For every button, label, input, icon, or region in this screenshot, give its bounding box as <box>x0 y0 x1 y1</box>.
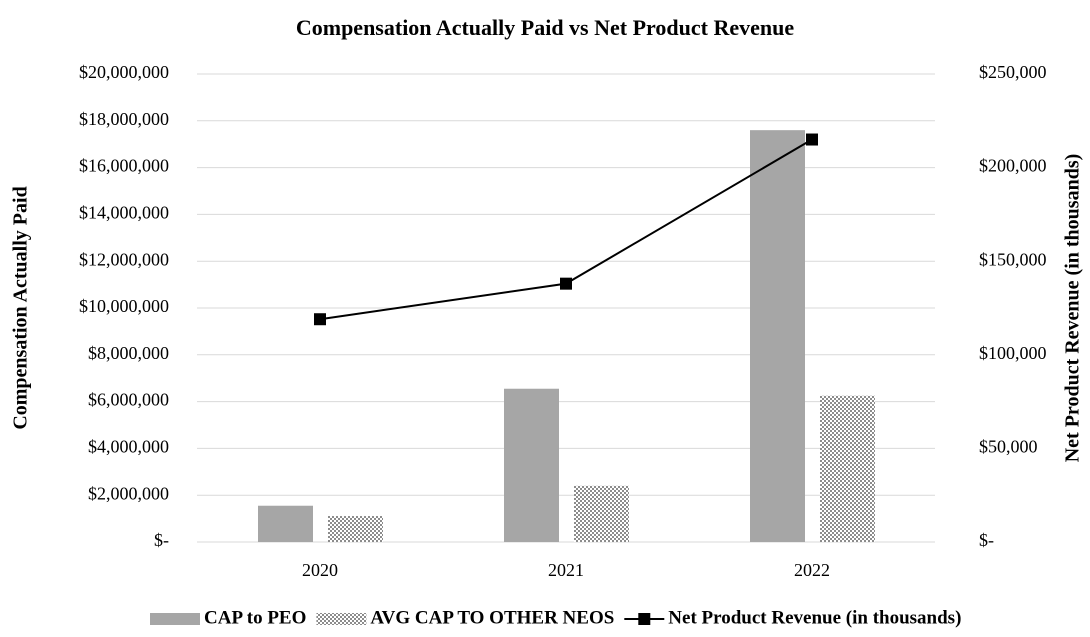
y-tick-label: $6,000,000 <box>88 390 169 410</box>
y-tick-label: $- <box>154 530 169 550</box>
marker <box>314 313 326 326</box>
line <box>319 138 813 321</box>
legend-swatch <box>150 613 200 625</box>
y-tick-label: $2,000,000 <box>88 483 169 503</box>
y-tick-label: $12,000,000 <box>79 249 169 269</box>
y2-tick-label: $150,000 <box>979 249 1047 269</box>
y2-tick-label: $50,000 <box>979 437 1038 457</box>
y2-tick-label: $- <box>979 530 994 550</box>
bar <box>820 395 875 542</box>
bar <box>504 388 559 542</box>
y2-tick-label: $250,000 <box>979 62 1047 82</box>
x-tick-label: 2022 <box>794 560 830 580</box>
y-axis-title: Compensation Actually Paid <box>10 186 32 429</box>
legend-swatch <box>638 613 651 625</box>
y-tick-label: $8,000,000 <box>88 343 169 363</box>
y-tick-label: $14,000,000 <box>79 203 169 223</box>
y2-tick-label: $200,000 <box>979 156 1047 176</box>
bar <box>574 485 629 542</box>
marker <box>806 133 818 146</box>
y-tick-label: $20,000,000 <box>79 62 169 82</box>
y-tick-label: $4,000,000 <box>88 437 169 457</box>
y-tick-label: $10,000,000 <box>79 296 169 316</box>
bar <box>258 505 313 542</box>
chart-title: Compensation Actually Paid vs Net Produc… <box>296 15 794 40</box>
legend-label: Net Product Revenue (in thousands) <box>668 607 961 628</box>
y-tick-label: $18,000,000 <box>79 109 169 129</box>
y-tick-label: $16,000,000 <box>79 156 169 176</box>
y2-tick-label: $100,000 <box>979 343 1047 363</box>
marker <box>560 277 572 290</box>
bar <box>750 130 805 542</box>
y2-axis-title: Net Product Revenue (in thousands) <box>1062 154 1084 463</box>
legend-label: AVG CAP TO OTHER NEOS <box>370 607 614 628</box>
x-tick-label: 2020 <box>302 560 338 580</box>
x-tick-label: 2021 <box>548 560 584 580</box>
bar <box>328 516 383 542</box>
legend-label: CAP to PEO <box>204 607 306 628</box>
legend-swatch <box>316 613 367 625</box>
